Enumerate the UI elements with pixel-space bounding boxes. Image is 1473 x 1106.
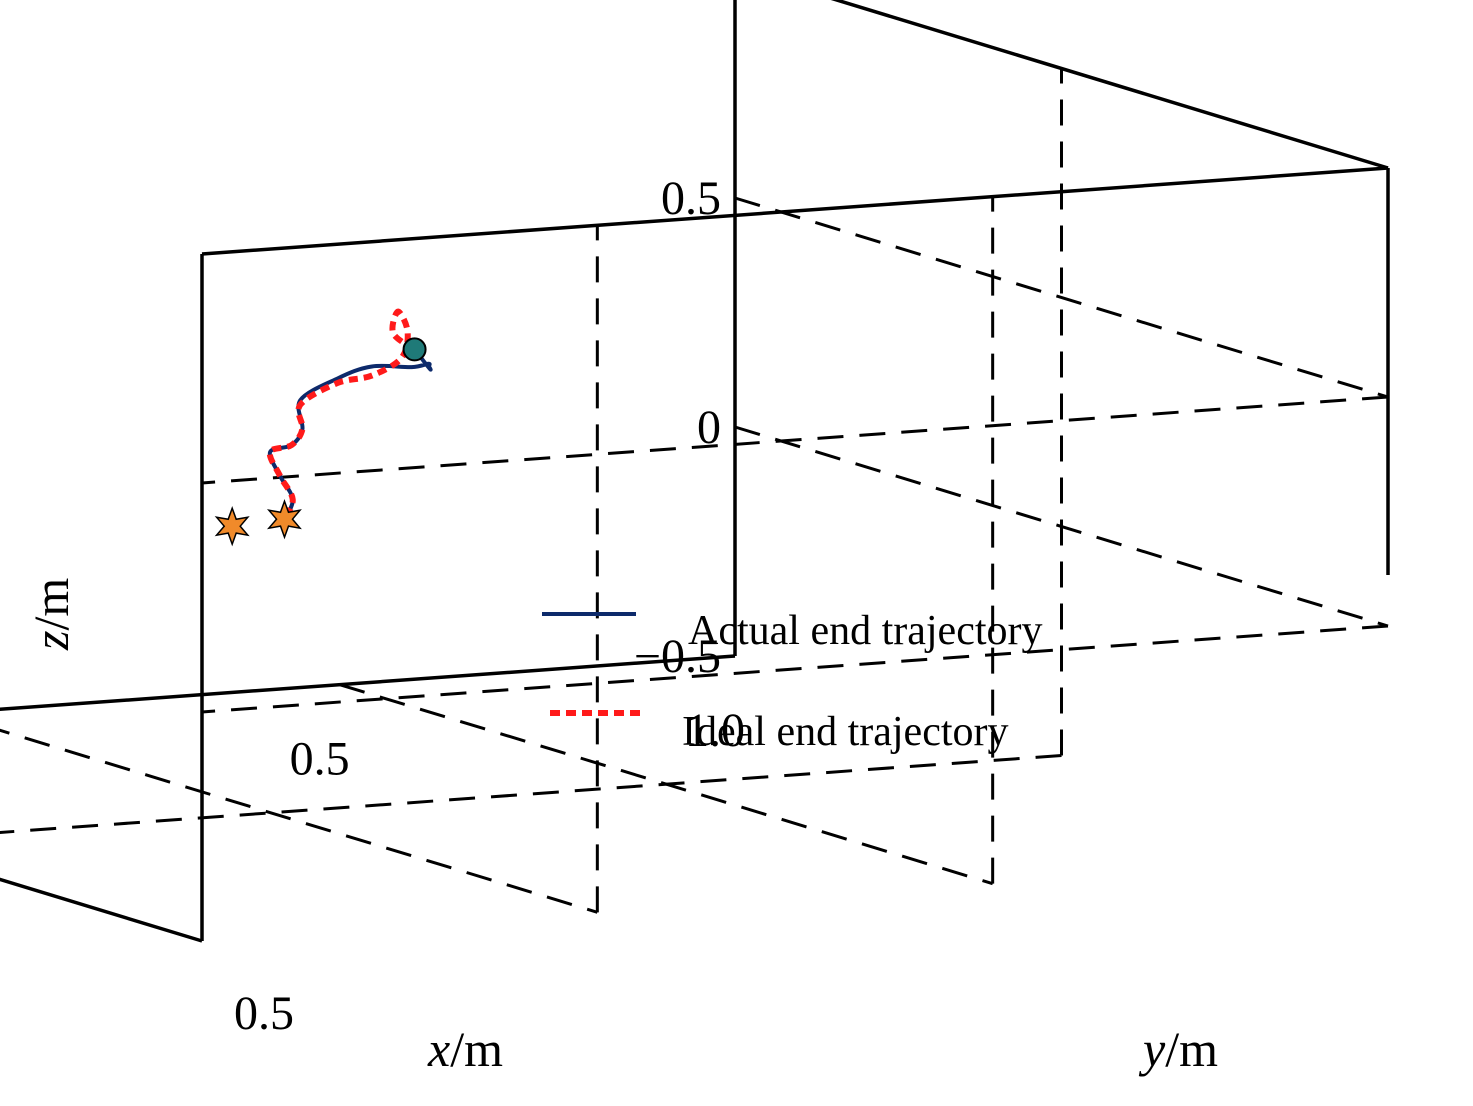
z-axis-label: z/m [23,578,79,651]
y-axis-unit: /m [1165,1021,1218,1077]
legend-ideal-label: Ideal end trajectory [682,709,1008,755]
x-axis-unit: /m [450,1021,503,1077]
series-layer [266,308,433,521]
frame-y-axis [0,877,203,943]
x-axis-var: x [427,1021,450,1077]
z-tick-label-2: 0.5 [661,172,721,225]
y-axis-label: y/m [1138,1021,1218,1077]
series-line-ideal [266,308,417,521]
legend-actual-label: Actual end trajectory [688,608,1043,654]
z-tick-label-0: −0.5 [634,630,721,683]
frame-top-right [201,166,1389,256]
z-axis-unit: /m [23,578,79,631]
grid-z-left-2 [734,196,1389,399]
marker-end-ideal [214,505,250,547]
marker-end-actual [266,498,302,540]
grid-x-floor-1 [0,728,598,914]
y-axis-var: y [1138,1021,1166,1077]
grid-lines [0,68,1389,914]
y-tick-label-2: 0.5 [234,987,294,1040]
z-tick-label-1: 0 [697,401,721,454]
grid-z-right-1 [201,624,1389,714]
axes-box [0,0,1390,943]
frame-top-left [830,0,1389,170]
marker-start [402,337,427,362]
x-axis-label: x/m [427,1021,503,1077]
legend: Actual end trajectory Ideal end trajecto… [542,608,1043,755]
grid-z-right-2 [201,395,1389,485]
marker-layer [214,337,427,547]
x-tick-label-2: 0.5 [290,733,350,786]
tick-labels: −0.500.51.0−0.500.51.000.250.5 [234,172,745,1040]
frame-x-axis [0,654,736,712]
grid-y-floor-1 [0,754,1062,834]
z-axis-var: z [23,631,79,651]
x-tick-label-3: 1.0 [685,704,745,757]
